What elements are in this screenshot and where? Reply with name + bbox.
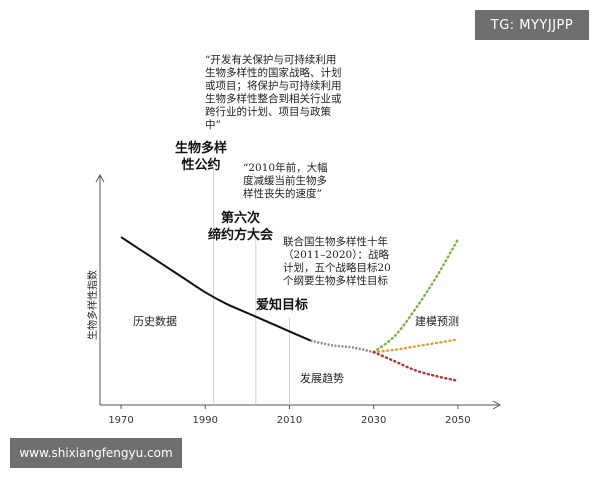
label-projections: 建模预测	[415, 315, 459, 328]
y-axis-label: 生物多样性指数	[88, 270, 99, 340]
x-tick-label: 1970	[108, 415, 133, 426]
historical-line	[120, 236, 311, 342]
series	[120, 236, 460, 383]
projection-line-1	[372, 238, 460, 354]
projection-line-2	[372, 338, 460, 354]
annotation-convention-quote: “开发有关保护与可持续利用 生物多样性的国家战略、计划 或项目；将保护与可持续利…	[205, 54, 342, 131]
projection-line-3	[372, 350, 460, 383]
watermark-tg: TG: MYYJJPP	[475, 10, 589, 40]
annotation-2010-target: “2010年前，大幅 度减缓当前生物多 样性丧失的速度”	[243, 162, 328, 200]
watermark-site: www.shixiangfengyu.com	[10, 438, 182, 468]
y-axis-arrow	[95, 173, 105, 183]
milestone-label-aichi: 爱知目标	[256, 298, 309, 313]
x-tick-label: 1990	[193, 415, 218, 426]
label-trend: 发展趋势	[300, 372, 344, 385]
trend-line	[310, 339, 374, 354]
x-tick-label: 2030	[361, 415, 386, 426]
milestone-label-cop6: 第六次 缔约方大会	[208, 211, 274, 243]
x-tick-label: 2010	[277, 415, 302, 426]
milestone-lines	[213, 168, 290, 405]
x-tick-label: 2050	[445, 415, 470, 426]
annotation-un-decade: 联合国生物多样性十年 （2011–2020）：战略 计划，五个战略目标20 个纲…	[283, 236, 391, 287]
label-historical: 历史数据	[133, 315, 177, 328]
axes	[95, 173, 502, 410]
x-axis-arrow	[492, 400, 502, 410]
x-ticks: 1970 1990 2010 2030 2050	[108, 405, 471, 426]
milestone-label-cbd: 生物多样 性公约	[175, 141, 228, 173]
